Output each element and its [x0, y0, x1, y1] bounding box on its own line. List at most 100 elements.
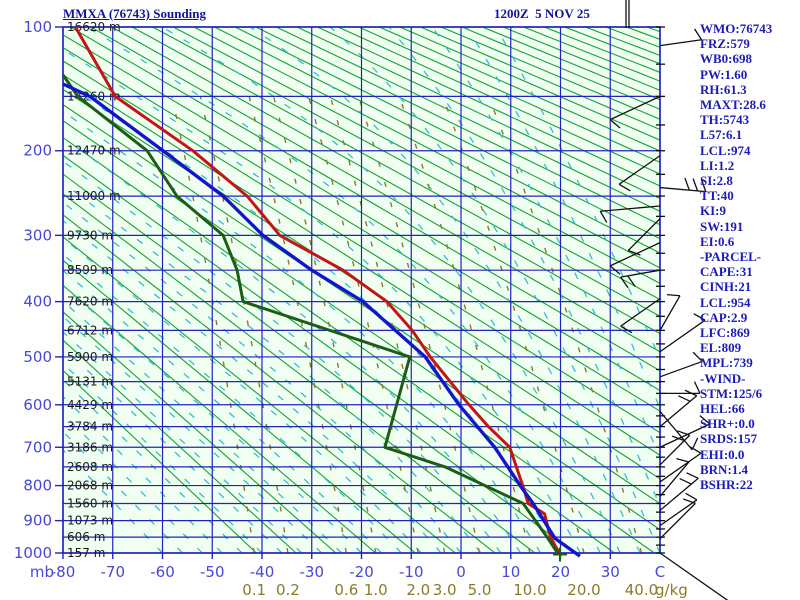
- dry-adiabat-line: [63, 154, 615, 553]
- wind-barb: [659, 423, 711, 448]
- wind-barb: [659, 39, 702, 47]
- dry-adiabat-line: [63, 193, 536, 553]
- dewpoint-curve: [61, 74, 560, 556]
- dry-adiabat-line: [63, 120, 660, 531]
- mixing-ratio-line: [442, 96, 585, 553]
- dry-adiabat-line: [63, 311, 337, 553]
- wind-barb: [659, 452, 702, 483]
- pressure-tick-label: 600: [23, 396, 52, 414]
- height-label: 6712 m: [67, 323, 113, 337]
- mixing-ratio-label: 10.0: [513, 581, 546, 599]
- dry-adiabat-line: [63, 214, 496, 553]
- temp-tick-label: -40: [250, 563, 275, 581]
- stat-line: -PARCEL-: [700, 249, 762, 265]
- pressure-tick-label: 300: [23, 226, 52, 244]
- surface-marker: [553, 547, 568, 562]
- dry-adiabat-line: [63, 236, 456, 553]
- mixing-ratio-label: 20.0: [567, 581, 600, 599]
- wind-barb: [600, 205, 661, 212]
- dry-adiabat-line: [131, 27, 660, 317]
- dry-adiabat-line: [337, 27, 660, 175]
- wind-barb-column: [599, 0, 729, 600]
- stat-line: TT:40: [700, 188, 734, 204]
- temp-tick-label: 30: [601, 563, 620, 581]
- pressure-tick-label: 100: [23, 18, 52, 36]
- temp-tick-label: -20: [349, 563, 374, 581]
- stat-line: STM:125/6: [700, 385, 763, 401]
- wind-barb: [659, 502, 696, 540]
- temperature-curve: [74, 26, 562, 556]
- mixing-ratio-label: 1.0: [364, 581, 388, 599]
- dry-adiabat-line: [63, 173, 576, 553]
- dry-adiabat-line: [214, 27, 660, 254]
- wind-barb: [618, 155, 661, 185]
- wind-barb: [659, 499, 698, 527]
- stat-line: SHR+:0.0: [700, 416, 755, 432]
- dry-adiabat-line: [317, 27, 660, 187]
- height-label: 3186 m: [67, 440, 113, 454]
- mixing-unit-label: g/kg: [655, 581, 688, 599]
- pressure-tick-label: 200: [23, 142, 52, 160]
- stat-line: LI:1.2: [700, 157, 735, 173]
- dry-adiabat-line: [420, 27, 660, 131]
- pressure-unit-label: mb: [30, 563, 54, 581]
- temp-tick-label: 0: [456, 563, 466, 581]
- dry-adiabat-line: [63, 74, 660, 456]
- stat-line: EHI:0.0: [700, 446, 745, 462]
- height-label: 5900 m: [67, 350, 113, 364]
- stat-line: BSHR:22: [700, 477, 753, 493]
- pressure-tick-label: 500: [23, 348, 52, 366]
- wind-barb: [659, 186, 706, 193]
- stats-panel: WMO:76743 FRZ:579 WB0:698 PW:1.60 RH:61.3 MAX…: [700, 21, 800, 492]
- mixing-ratio-label: 0.2: [276, 581, 300, 599]
- height-label: 4429 m: [67, 398, 113, 412]
- pressure-tick-label: 800: [23, 477, 52, 495]
- stat-line: WMO:76743: [700, 21, 773, 36]
- stat-line: CAP:2.9: [700, 309, 748, 325]
- temp-tick-label: -10: [399, 563, 424, 581]
- wind-barb: [659, 395, 698, 428]
- dry-adiabat-line: [111, 27, 660, 335]
- mixing-ratio-label: 5.0: [468, 581, 492, 599]
- dry-adiabat-line: [152, 27, 660, 301]
- dry-adiabat-line: [296, 27, 660, 200]
- height-label: 8599 m: [67, 263, 113, 277]
- dry-adiabat-line: [173, 27, 660, 285]
- stat-line: MPL:739: [700, 355, 753, 371]
- stat-line: LFC:869: [700, 325, 750, 341]
- height-label: 7620 m: [67, 295, 113, 309]
- height-label: 2608 m: [67, 460, 113, 474]
- height-label: 3784 m: [67, 420, 113, 434]
- stat-line: -WIND-: [700, 370, 746, 386]
- wind-barb: [659, 360, 703, 378]
- wind-barb: [659, 477, 699, 511]
- dry-adiabat-line: [399, 27, 660, 141]
- height-label: 9730 m: [67, 228, 113, 242]
- wind-barb: [659, 319, 706, 353]
- dry-adiabat-line: [440, 27, 660, 120]
- stat-line: FRZ:579: [700, 36, 750, 52]
- height-label: 606 m: [67, 530, 105, 544]
- height-label: 157 m: [67, 546, 105, 560]
- mixing-ratio-label: 0.1: [242, 581, 266, 599]
- wind-barb: [659, 552, 729, 600]
- mixing-ratio-label: 0.6: [334, 581, 358, 599]
- mixing-ratio-label: 3.0: [433, 581, 457, 599]
- temp-unit-label: C: [655, 563, 665, 581]
- pressure-tick-label: 900: [23, 512, 52, 530]
- stat-line: EL:809: [700, 340, 742, 356]
- stat-line: KI:9: [700, 203, 726, 219]
- height-label: 16620 m: [67, 20, 121, 34]
- stat-line: HEL:66: [700, 401, 745, 417]
- height-label: 1073 m: [67, 514, 113, 528]
- stat-line: SI:2.8: [700, 173, 733, 189]
- wind-barb: [620, 269, 661, 278]
- stat-line: BRN:1.4: [700, 461, 749, 477]
- dry-adiabat-line: [63, 369, 257, 553]
- temp-tick-label: 20: [551, 563, 570, 581]
- wind-barb: [609, 95, 661, 121]
- dry-adiabat-line: [379, 27, 660, 152]
- stat-line: RH:61.3: [700, 81, 747, 97]
- height-label: 12470 m: [67, 144, 121, 158]
